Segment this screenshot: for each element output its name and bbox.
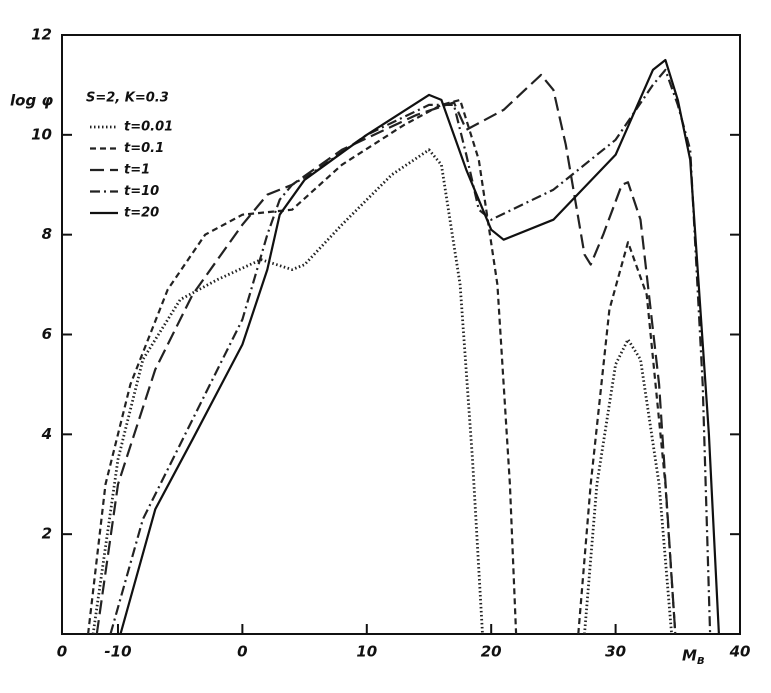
legend-label: t=1 — [124, 163, 150, 178]
y-tick-label: 8 — [42, 225, 52, 243]
y-tick-label: 4 — [41, 425, 52, 443]
legend-label: t=0.1 — [124, 141, 164, 156]
y-axis-label: log φ — [10, 92, 53, 110]
series-line — [95, 73, 677, 635]
y-tick-label: 10 — [31, 125, 52, 143]
x-tick-label: -10 — [104, 643, 131, 661]
series-line — [87, 98, 677, 635]
legend-label: t=0.01 — [124, 120, 173, 135]
y-tick-label: 12 — [31, 26, 52, 44]
legend-title: S=2, K=0.3 — [86, 91, 169, 106]
series-line — [91, 148, 673, 635]
origin-label: 0 — [57, 643, 67, 661]
x-axis-label: M — [682, 647, 697, 665]
legend-label: t=20 — [124, 206, 159, 221]
series-line — [109, 68, 712, 635]
x-axis-label-sub: B — [697, 656, 705, 667]
x-tick-label: 20 — [481, 643, 502, 661]
x-tick-label: 0 — [237, 643, 247, 661]
y-tick-label: 6 — [42, 325, 52, 343]
x-tick-label: 10 — [356, 643, 377, 661]
x-tick-label: 30 — [605, 643, 626, 661]
y-tick-label: 2 — [42, 525, 52, 543]
series-line — [119, 58, 720, 635]
legend-label: t=10 — [124, 184, 159, 199]
x-tick-label: 40 — [729, 643, 751, 661]
